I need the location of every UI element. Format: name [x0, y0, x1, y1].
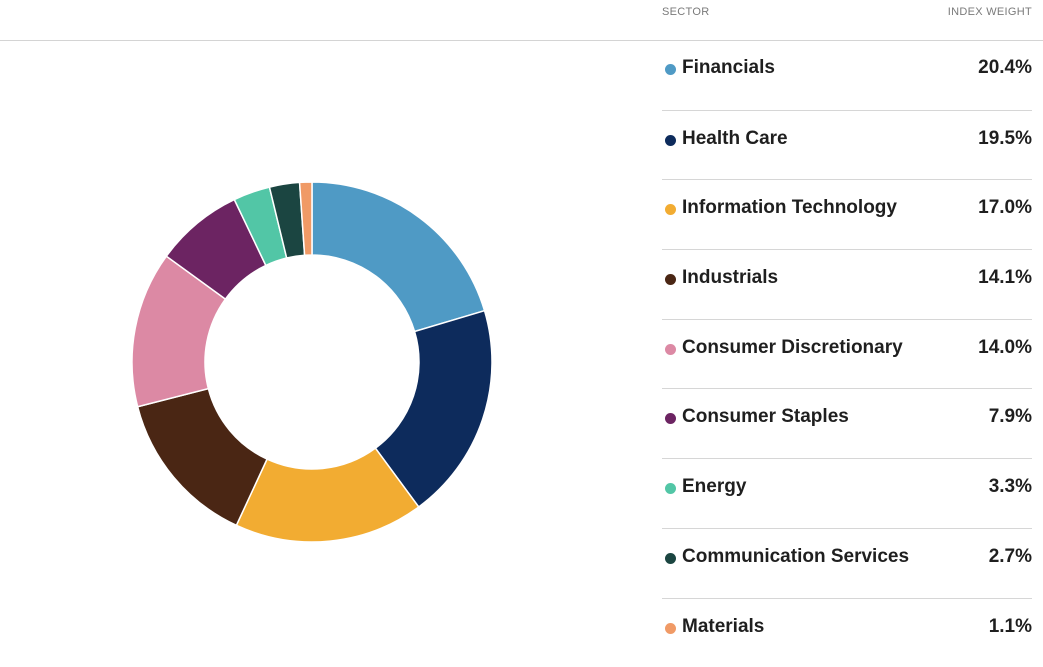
- table-header: SECTOR INDEX WEIGHT: [662, 0, 1032, 40]
- sector-name: Financials: [682, 57, 775, 79]
- sector-row-materials: Materials 1.1%: [662, 598, 1032, 667]
- sector-row-consumer-staples: Consumer Staples 7.9%: [662, 388, 1032, 458]
- sector-row-information-technology: Information Technology 17.0%: [662, 179, 1032, 249]
- sector-weights-table: SECTOR INDEX WEIGHT Financials 20.4% Healt…: [662, 0, 1032, 667]
- legend-dot-icon: [665, 64, 676, 75]
- sector-name: Health Care: [682, 128, 788, 150]
- sector-name: Consumer Discretionary: [682, 337, 903, 359]
- legend-dot-icon: [665, 553, 676, 564]
- legend-dot-icon: [665, 135, 676, 146]
- sector-name: Information Technology: [682, 197, 897, 219]
- legend-dot-icon: [665, 344, 676, 355]
- sector-column-header: SECTOR: [662, 6, 709, 18]
- sector-row-energy: Energy 3.3%: [662, 458, 1032, 528]
- sector-weight: 7.9%: [989, 406, 1032, 428]
- sector-weight: 2.7%: [989, 546, 1032, 568]
- sector-row-communication-services: Communication Services 2.7%: [662, 528, 1032, 598]
- sector-weight: 19.5%: [978, 128, 1032, 150]
- sector-row-financials: Financials 20.4%: [662, 40, 1032, 110]
- sector-weight: 3.3%: [989, 476, 1032, 498]
- sector-row-consumer-discretionary: Consumer Discretionary 14.0%: [662, 319, 1032, 389]
- sector-weight: 1.1%: [989, 616, 1032, 638]
- sector-row-health-care: Health Care 19.5%: [662, 110, 1032, 180]
- sector-name: Materials: [682, 616, 764, 638]
- sector-name: Communication Services: [682, 546, 909, 568]
- sector-name: Energy: [682, 476, 746, 498]
- sector-weight: 20.4%: [978, 57, 1032, 79]
- donut-slice-financials: [312, 182, 485, 332]
- sector-weight: 14.0%: [978, 337, 1032, 359]
- sector-rows: Financials 20.4% Health Care 19.5% Informati…: [662, 40, 1032, 667]
- sector-name: Industrials: [682, 267, 778, 289]
- legend-dot-icon: [665, 483, 676, 494]
- legend-dot-icon: [665, 623, 676, 634]
- legend-dot-icon: [665, 204, 676, 215]
- sector-weight: 17.0%: [978, 197, 1032, 219]
- legend-dot-icon: [665, 274, 676, 285]
- donut-chart: [120, 170, 504, 554]
- legend-dot-icon: [665, 413, 676, 424]
- sector-name: Consumer Staples: [682, 406, 849, 428]
- sector-row-industrials: Industrials 14.1%: [662, 249, 1032, 319]
- index-weight-column-header: INDEX WEIGHT: [948, 6, 1032, 18]
- sector-weight: 14.1%: [978, 267, 1032, 289]
- donut-chart-svg: [120, 170, 504, 554]
